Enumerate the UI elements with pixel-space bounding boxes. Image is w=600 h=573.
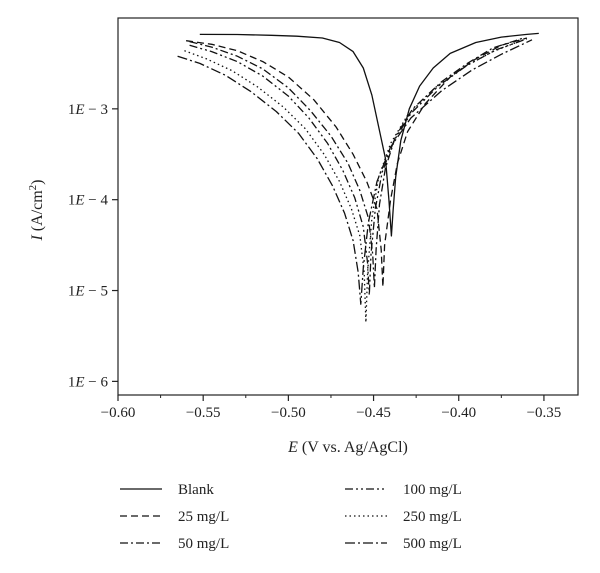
y-tick-label: 1E − 3 [68, 102, 108, 118]
series-lines [177, 32, 539, 323]
plot-frame [117, 17, 579, 396]
y-axis-ticks: 1E − 6 1E − 5 1E − 4 1E − 3 [68, 102, 118, 390]
legend-label: 100 mg/L [403, 482, 462, 498]
legend-label: 50 mg/L [178, 536, 229, 552]
x-tick-label: −0.45 [356, 405, 391, 421]
legend: Blank 25 mg/L 50 mg/L 100 mg/L 250 mg/L 500 m… [120, 482, 462, 552]
series-line [186, 37, 528, 288]
y-tick-label: 1E − 5 [68, 284, 108, 300]
series-line [189, 38, 528, 296]
y-axis-title: I (A/cm2) [27, 179, 46, 241]
y-tick-label: 1E − 6 [68, 374, 109, 390]
legend-label: 250 mg/L [403, 509, 462, 525]
series-line [199, 32, 539, 237]
x-tick-label: −0.35 [527, 405, 562, 421]
x-axis-ticks: −0.60 −0.55 −0.50 −0.45 −0.40 −0.35 [101, 395, 562, 421]
series-line [177, 39, 533, 305]
legend-label: 25 mg/L [178, 509, 229, 525]
x-tick-label: −0.55 [186, 405, 221, 421]
x-tick-label: −0.60 [101, 405, 136, 421]
series-line [189, 37, 524, 289]
x-axis-title: E (V vs. Ag/AgCl) [287, 439, 408, 456]
x-tick-label: −0.40 [441, 405, 476, 421]
legend-label: 500 mg/L [403, 536, 462, 552]
x-tick-label: −0.50 [271, 405, 306, 421]
legend-label: Blank [178, 482, 214, 498]
y-tick-label: 1E − 4 [68, 193, 109, 209]
